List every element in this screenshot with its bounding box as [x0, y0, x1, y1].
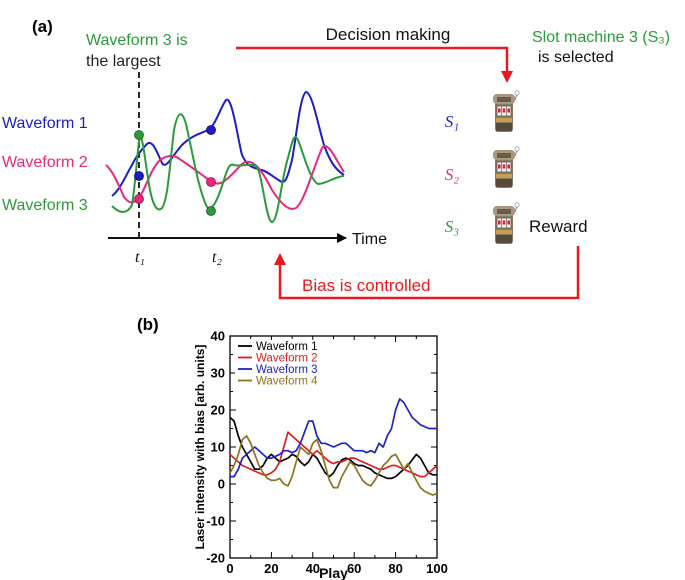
- x-tick-label: 40: [306, 561, 320, 576]
- panel-a-label: (a): [32, 17, 53, 36]
- decision-arrow: [236, 46, 513, 83]
- t2-label: t₂: [212, 249, 222, 266]
- x-tick-label: 20: [264, 561, 278, 576]
- waveform3-line: [111, 113, 345, 224]
- panel-a: (a) Waveform 3 is the largest Decision m…: [2, 17, 670, 300]
- y-tick-label: -20: [206, 551, 225, 566]
- x-tick-label: 100: [426, 561, 448, 576]
- slot-s3-label: S₃: [445, 217, 460, 236]
- slot-s2-label: S₂: [445, 165, 460, 184]
- waveform1-line: [111, 90, 345, 197]
- bias-controlled-label: Bias is controlled: [302, 276, 431, 295]
- t1-waveform1-dot: [134, 171, 144, 181]
- legend-entry-2: Waveform 2: [256, 353, 318, 365]
- panel-b-label: (b): [137, 315, 159, 334]
- waveform3-label: Waveform 3: [2, 197, 88, 214]
- y-tick-label: 20: [211, 403, 225, 418]
- time-axis-label: Time: [352, 231, 387, 248]
- t2-waveform2-dot: [206, 177, 216, 187]
- slot-note-line2: is selected: [538, 49, 614, 66]
- slot-note-line1: Slot machine 3 (S₃): [532, 29, 670, 46]
- series-line-1: [229, 416, 437, 480]
- bias-feedback-arrow: [274, 246, 580, 300]
- callout-line2: the largest: [86, 53, 161, 70]
- x-tick-label: 60: [347, 561, 361, 576]
- y-tick-label: 30: [211, 366, 225, 381]
- callout-line1: Waveform 3 is: [86, 32, 188, 49]
- slot-machine-2-icon: [492, 146, 520, 189]
- y-tick-label: 10: [211, 440, 225, 455]
- x-axis-title: Play: [319, 565, 348, 580]
- slot-machine-3-icon: [492, 202, 520, 245]
- panel-b: (b) 0 20 40 60 80 100 -20 -10 0 10 20 30 40 Waveform …: [137, 315, 448, 580]
- t2-waveform3-dot: [206, 206, 216, 216]
- t2-waveform1-dot: [206, 125, 216, 135]
- slot-machine-1-icon: [492, 90, 520, 133]
- y-tick-label: -10: [206, 514, 225, 529]
- y-tick-label: 40: [211, 329, 225, 344]
- decision-making-label: Decision making: [326, 25, 451, 44]
- y-axis-title: Laser intensity with bias [arb. units]: [193, 345, 207, 550]
- series-line-3: [230, 398, 437, 478]
- t1-waveform3-dot: [134, 130, 144, 140]
- y-tick-label: 0: [218, 477, 225, 492]
- legend-box: [235, 340, 357, 390]
- x-tick-label: 80: [388, 561, 402, 576]
- legend-entry-1: Waveform 1: [256, 341, 318, 353]
- series-line-4: [229, 435, 438, 496]
- t1-waveform2-dot: [134, 194, 144, 204]
- t1-label: t₁: [135, 249, 145, 266]
- legend-entry-3: Waveform 3: [256, 364, 318, 376]
- waveform1-label: Waveform 1: [2, 115, 88, 132]
- reward-label: Reward: [529, 217, 588, 236]
- legend-entry-4: Waveform 4: [256, 376, 318, 388]
- slot-s1-label: S₁: [445, 112, 459, 131]
- x-tick-label: 0: [226, 561, 233, 576]
- waveform2-label: Waveform 2: [2, 154, 88, 171]
